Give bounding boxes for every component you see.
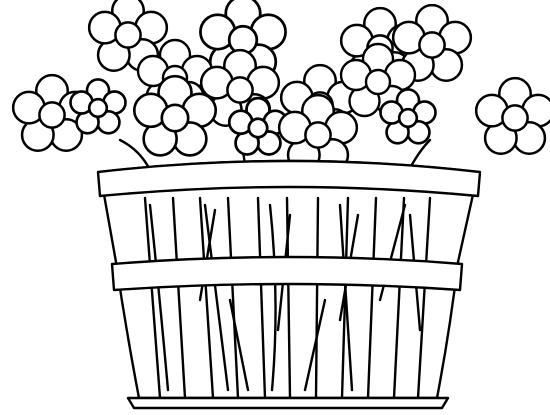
flower-left-small bbox=[69, 78, 127, 135]
basket-bottom bbox=[126, 396, 450, 410]
flowers bbox=[11, 0, 550, 172]
basket bbox=[96, 159, 482, 410]
flower-far-right bbox=[474, 76, 550, 155]
basket-band-middle bbox=[110, 255, 464, 292]
basket-rim-top bbox=[96, 159, 482, 198]
basket-slats bbox=[143, 196, 432, 400]
